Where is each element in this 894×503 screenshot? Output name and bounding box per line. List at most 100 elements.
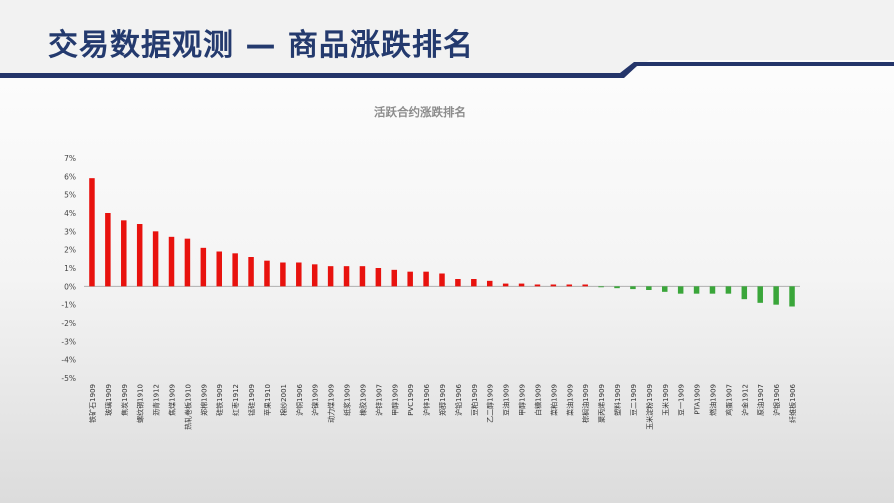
y-axis: 7% 6% 5% 4% 3% 2% 1% 0% -1% -2% -3% -4% -5% — [61, 154, 76, 383]
y-tick-label: -4% — [61, 356, 76, 365]
x-tick-label: 菜油1909 — [565, 384, 574, 416]
x-tick-label: 燃油1909 — [708, 384, 717, 416]
x-tick-label: 纸浆1909 — [343, 384, 352, 416]
y-tick-label: -2% — [61, 319, 76, 328]
bar — [105, 213, 111, 287]
bar — [327, 266, 334, 287]
x-tick-label: PTA1909 — [694, 384, 702, 415]
bar — [343, 266, 350, 287]
x-tick-label: 沪铅1906 — [454, 383, 463, 415]
x-tick-label: 豆油1909 — [502, 384, 511, 416]
y-tick-label: 3% — [64, 227, 76, 236]
bar — [662, 286, 668, 292]
x-axis-labels: 铁矿石1909 玻璃1909 焦炭1909 螺纹钢1910 沥青1912 焦煤1909 热轧… — [88, 383, 797, 429]
bar — [518, 283, 525, 287]
bar — [375, 268, 382, 287]
x-tick-label: 沪镍1909 — [311, 384, 320, 416]
x-tick-label: 热轧卷板1910 — [183, 384, 192, 430]
bar — [693, 286, 700, 294]
bar — [152, 231, 159, 287]
bar — [200, 247, 207, 287]
bar — [471, 279, 477, 287]
bar — [455, 279, 461, 287]
x-tick-label: 沪金1912 — [740, 384, 749, 416]
bar — [677, 286, 684, 294]
bar — [89, 178, 95, 287]
y-tick-label: 0% — [64, 282, 76, 291]
bar — [725, 286, 732, 294]
bar — [534, 284, 541, 287]
x-tick-label: 豆粕1909 — [470, 384, 479, 416]
bar — [614, 286, 620, 289]
bar — [709, 286, 716, 294]
y-tick-label: 6% — [64, 172, 76, 181]
header-stripe — [0, 62, 894, 78]
bar — [598, 286, 604, 288]
bar — [741, 286, 748, 300]
bar — [311, 264, 318, 287]
x-tick-label: 沪银1906 — [772, 383, 781, 415]
bar — [566, 284, 573, 287]
x-tick-label: 沪锌1906 — [422, 383, 431, 415]
chart-title: 活跃合约涨跌排名 — [374, 105, 466, 119]
bar — [121, 220, 127, 287]
x-tick-label: 硅铁1909 — [215, 384, 224, 416]
bar — [216, 251, 222, 287]
x-tick-label: 动力煤1909 — [327, 384, 336, 423]
bar — [280, 262, 286, 287]
header-band — [0, 0, 894, 78]
bar — [502, 283, 509, 287]
x-tick-label: 沪锌1907 — [374, 384, 383, 416]
bar — [184, 238, 191, 287]
x-tick-label: 铁矿石1909 — [88, 384, 97, 423]
bar — [439, 273, 445, 287]
bar-series — [89, 178, 795, 307]
y-tick-label: -5% — [61, 374, 76, 383]
bar — [296, 262, 302, 287]
y-tick-label: 5% — [64, 191, 76, 200]
x-tick-label: 焦煤1909 — [168, 384, 177, 416]
x-tick-label: 棉纱2001 — [279, 384, 288, 416]
x-tick-label: 豆二1909 — [630, 384, 638, 416]
y-tick-label: 4% — [64, 209, 76, 218]
y-tick-label: -3% — [61, 337, 76, 346]
x-tick-label: 聚丙烯1909 — [597, 384, 606, 423]
y-tick-label: 1% — [64, 264, 76, 273]
bar — [486, 280, 493, 287]
bar — [423, 271, 429, 287]
x-tick-label: 塑料1909 — [613, 384, 622, 416]
y-tick-label: 2% — [64, 246, 76, 255]
bar — [232, 253, 238, 287]
x-tick-label: 焦炭1909 — [120, 384, 129, 416]
x-tick-label: 玻璃1909 — [104, 384, 113, 416]
page-title: 交易数据观测 — 商品涨跌排名 — [48, 28, 474, 63]
x-tick-label: 沥青1912 — [152, 384, 161, 416]
x-tick-label: PVC1909 — [407, 384, 415, 416]
bar — [136, 224, 143, 287]
x-tick-label: 锰硅1909 — [247, 384, 256, 416]
x-tick-label: 甲醇1909 — [390, 384, 399, 416]
bar — [773, 286, 779, 305]
y-tick-label: -1% — [61, 301, 76, 310]
x-tick-label: 玉米淀粉1909 — [645, 384, 654, 430]
bar — [264, 260, 270, 287]
x-tick-label: 原油1907 — [756, 384, 765, 416]
x-tick-label: 沪铜1906 — [295, 383, 304, 415]
x-tick-label: 红枣1912 — [231, 384, 240, 416]
x-tick-label: 橡胶1909 — [358, 384, 367, 416]
x-tick-label: 苹果1910 — [263, 384, 272, 416]
x-tick-label: 豆一1909 — [678, 384, 686, 416]
bar — [630, 286, 636, 290]
bar — [646, 286, 652, 290]
x-tick-label: 郑醇1909 — [438, 384, 447, 416]
x-tick-label: 郑棉1909 — [199, 384, 208, 416]
x-tick-label: 白糖1909 — [533, 384, 542, 416]
x-tick-label: 乙二醇1909 — [486, 384, 495, 423]
bar — [359, 266, 366, 287]
x-tick-label: 棕榈油1909 — [581, 384, 590, 423]
x-tick-label: 菜粕1909 — [549, 384, 558, 416]
bar — [391, 269, 398, 287]
bar — [582, 284, 588, 287]
x-tick-label: 甲醇1909 — [518, 384, 527, 416]
